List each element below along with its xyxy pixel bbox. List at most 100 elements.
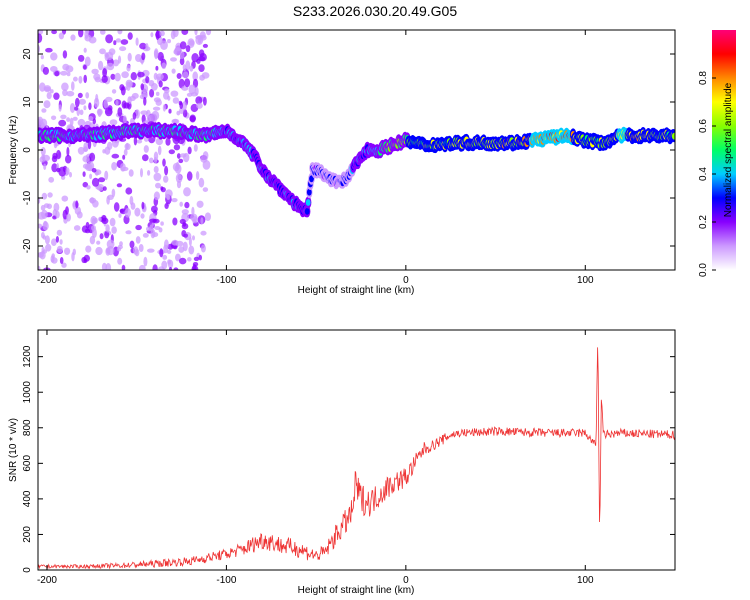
- noise-blob: [55, 210, 60, 219]
- noise-blob: [78, 75, 83, 84]
- snr-ytick-label: 1200: [22, 345, 33, 368]
- noise-blob: [41, 232, 45, 239]
- noise-blob: [91, 225, 96, 231]
- noise-blob: [147, 170, 151, 176]
- noise-blob: [195, 35, 204, 46]
- spectrogram-ytick-label: 0: [22, 147, 33, 153]
- noise-blob: [162, 158, 166, 167]
- noise-blob: [181, 30, 189, 35]
- noise-blob: [109, 119, 118, 126]
- snr-series-line: [38, 347, 675, 570]
- noise-blob: [123, 148, 128, 156]
- noise-blob: [126, 64, 131, 72]
- noise-blob: [46, 92, 52, 100]
- noise-blob: [193, 256, 200, 262]
- noise-blob: [148, 157, 154, 164]
- snr-ylabel: SNR (10 * v/v): [8, 418, 19, 482]
- noise-blob: [168, 267, 173, 270]
- noise-blob: [189, 65, 194, 72]
- noise-blob: [155, 30, 160, 41]
- noise-blob: [189, 114, 196, 123]
- noise-blob: [43, 220, 48, 228]
- noise-blob: [59, 239, 63, 245]
- noise-blob: [40, 118, 48, 128]
- noise-blob: [158, 80, 163, 88]
- noise-blob: [192, 216, 198, 224]
- noise-blob: [82, 171, 86, 177]
- noise-blob: [99, 233, 104, 240]
- noise-blob: [167, 39, 171, 44]
- noise-blob: [106, 62, 115, 71]
- noise-blob: [182, 101, 187, 111]
- noise-blob: [100, 30, 106, 35]
- noise-blob: [126, 81, 131, 92]
- snr-frame: [37, 329, 676, 571]
- noise-blob: [145, 76, 150, 84]
- ridge-core: [305, 199, 311, 206]
- noise-blob: [47, 192, 53, 198]
- noise-blob: [82, 163, 91, 169]
- noise-blob: [140, 168, 143, 178]
- noise-blob: [173, 267, 179, 270]
- noise-blob: [188, 40, 195, 46]
- noise-blob: [188, 84, 196, 95]
- noise-blob: [73, 225, 81, 231]
- noise-blob: [117, 55, 122, 64]
- noise-blob: [178, 78, 185, 89]
- noise-blob: [161, 62, 167, 70]
- noise-blob: [153, 166, 159, 173]
- noise-blob: [160, 221, 164, 226]
- noise-blob: [141, 91, 148, 99]
- noise-blob: [142, 154, 149, 162]
- noise-blob: [172, 162, 180, 172]
- noise-blob: [118, 213, 122, 218]
- noise-blob: [85, 92, 90, 99]
- noise-blob: [74, 106, 78, 111]
- noise-blob: [152, 264, 158, 270]
- noise-blob: [61, 195, 69, 202]
- noise-blob: [179, 218, 186, 225]
- noise-blob: [202, 187, 209, 193]
- spectrogram-ytick-label: 10: [22, 96, 33, 108]
- noise-blob: [181, 85, 189, 91]
- spectrogram-ytick-label: -20: [22, 238, 33, 253]
- noise-blob: [90, 215, 97, 225]
- spectrogram-xtick-label: -200: [37, 275, 57, 286]
- noise-blob: [60, 70, 68, 76]
- noise-blob: [160, 40, 168, 50]
- noise-blob: [186, 171, 193, 181]
- spectrogram-ylabel: Frequency (Hz): [8, 116, 19, 185]
- noise-blob: [95, 246, 103, 256]
- noise-blob: [104, 230, 110, 239]
- noise-blob: [122, 154, 126, 160]
- noise-blob: [77, 118, 86, 127]
- noise-blob: [168, 108, 172, 114]
- noise-blob: [65, 167, 70, 176]
- noise-blob: [91, 68, 99, 75]
- spectrogram-xlabel: Height of straight line (km): [298, 285, 415, 296]
- noise-blob: [134, 248, 140, 257]
- noise-blob: [73, 76, 78, 82]
- noise-blob: [86, 185, 91, 190]
- noise-blob: [138, 244, 144, 252]
- noise-blob: [96, 108, 103, 116]
- noise-blob: [184, 201, 190, 209]
- noise-blob: [56, 167, 61, 173]
- noise-blob: [119, 84, 125, 91]
- noise-blob: [92, 200, 99, 208]
- noise-blob: [182, 64, 187, 72]
- noise-blob: [102, 68, 107, 78]
- noise-blob: [172, 119, 179, 124]
- colorbar-tick-label: 0.8: [698, 71, 709, 85]
- noise-blob: [88, 102, 92, 110]
- noise-blob: [66, 117, 71, 122]
- noise-blob: [129, 195, 134, 206]
- noise-blob: [142, 233, 149, 238]
- noise-blob: [159, 248, 164, 258]
- noise-blob: [101, 215, 107, 222]
- noise-blob: [83, 74, 87, 84]
- noise-blob: [103, 99, 108, 109]
